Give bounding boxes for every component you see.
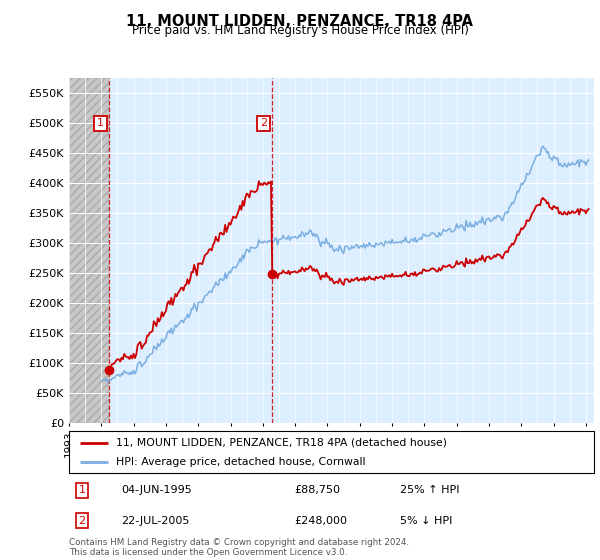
Text: Contains HM Land Registry data © Crown copyright and database right 2024.
This d: Contains HM Land Registry data © Crown c… bbox=[69, 538, 409, 557]
Text: Price paid vs. HM Land Registry's House Price Index (HPI): Price paid vs. HM Land Registry's House … bbox=[131, 24, 469, 37]
Text: 11, MOUNT LIDDEN, PENZANCE, TR18 4PA: 11, MOUNT LIDDEN, PENZANCE, TR18 4PA bbox=[127, 14, 473, 29]
Text: 2: 2 bbox=[79, 516, 86, 526]
Text: £88,750: £88,750 bbox=[295, 486, 341, 496]
Text: 5% ↓ HPI: 5% ↓ HPI bbox=[400, 516, 452, 526]
Text: 2: 2 bbox=[260, 118, 267, 128]
Text: HPI: Average price, detached house, Cornwall: HPI: Average price, detached house, Corn… bbox=[116, 457, 366, 467]
Text: 22-JUL-2005: 22-JUL-2005 bbox=[121, 516, 190, 526]
Text: 04-JUN-1995: 04-JUN-1995 bbox=[121, 486, 192, 496]
Text: 25% ↑ HPI: 25% ↑ HPI bbox=[400, 486, 459, 496]
Text: 1: 1 bbox=[97, 118, 104, 128]
Text: 11, MOUNT LIDDEN, PENZANCE, TR18 4PA (detached house): 11, MOUNT LIDDEN, PENZANCE, TR18 4PA (de… bbox=[116, 437, 447, 447]
Bar bbox=[69, 78, 109, 423]
Text: £248,000: £248,000 bbox=[295, 516, 348, 526]
Text: 1: 1 bbox=[79, 486, 86, 496]
